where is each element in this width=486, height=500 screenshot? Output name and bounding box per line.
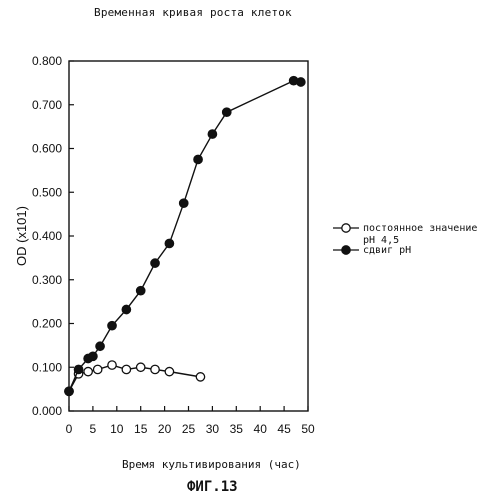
legend-marker-1: [342, 224, 350, 232]
legend-label-2: сдвиг pH: [363, 245, 411, 256]
series-1-point: [84, 367, 92, 375]
series-1-point: [196, 373, 204, 381]
plot-frame: [69, 61, 308, 411]
series-2-point: [151, 259, 159, 267]
y-tick-label: 0.000: [32, 404, 62, 418]
x-tick-label: 35: [230, 422, 244, 436]
y-tick-label: 0.700: [32, 98, 62, 112]
series-1-point: [165, 367, 173, 375]
series-2-point: [165, 239, 173, 247]
x-tick-label: 50: [301, 422, 315, 436]
x-tick-label: 40: [254, 422, 268, 436]
y-tick-label: 0.400: [32, 229, 62, 243]
y-tick-label: 0.300: [32, 273, 62, 287]
series-1-point: [151, 365, 159, 373]
x-tick-label: 45: [277, 422, 291, 436]
series-2-point: [122, 305, 130, 313]
x-axis-label: Время культивирования (час): [122, 458, 301, 471]
x-tick-label: 30: [206, 422, 220, 436]
series-2-point: [208, 130, 216, 138]
x-tick-label: 15: [134, 422, 148, 436]
y-tick-label: 0.800: [32, 54, 62, 68]
series-2-point: [223, 108, 231, 116]
series-2-point: [137, 286, 145, 294]
x-tick-label: 5: [90, 422, 97, 436]
y-tick-label: 0.600: [32, 142, 62, 156]
series-1-point: [137, 363, 145, 371]
series-1-point: [93, 365, 101, 373]
series-2-point: [65, 387, 73, 395]
series-2-point: [108, 321, 116, 329]
series-1-point: [122, 365, 130, 373]
x-tick-label: 25: [182, 422, 196, 436]
series-2-point: [180, 199, 188, 207]
legend-label-1: постоянное значениеpH 4,5: [363, 223, 477, 246]
y-tick-label: 0.200: [32, 317, 62, 331]
x-tick-label: 10: [110, 422, 124, 436]
legend-marker-2: [342, 246, 350, 254]
x-tick-label: 0: [66, 422, 73, 436]
series-2-point: [96, 342, 104, 350]
series-2-point: [194, 155, 202, 163]
x-tick-label: 20: [158, 422, 172, 436]
series-2-point: [74, 365, 82, 373]
series-1-point: [108, 361, 116, 369]
y-axis-label: OD (x101): [14, 206, 29, 266]
series-2-point: [89, 352, 97, 360]
y-tick-label: 0.500: [32, 185, 62, 199]
y-tick-label: 0.100: [32, 360, 62, 374]
series-2-point: [297, 78, 305, 86]
figure-label: ФИГ.13: [187, 479, 238, 495]
